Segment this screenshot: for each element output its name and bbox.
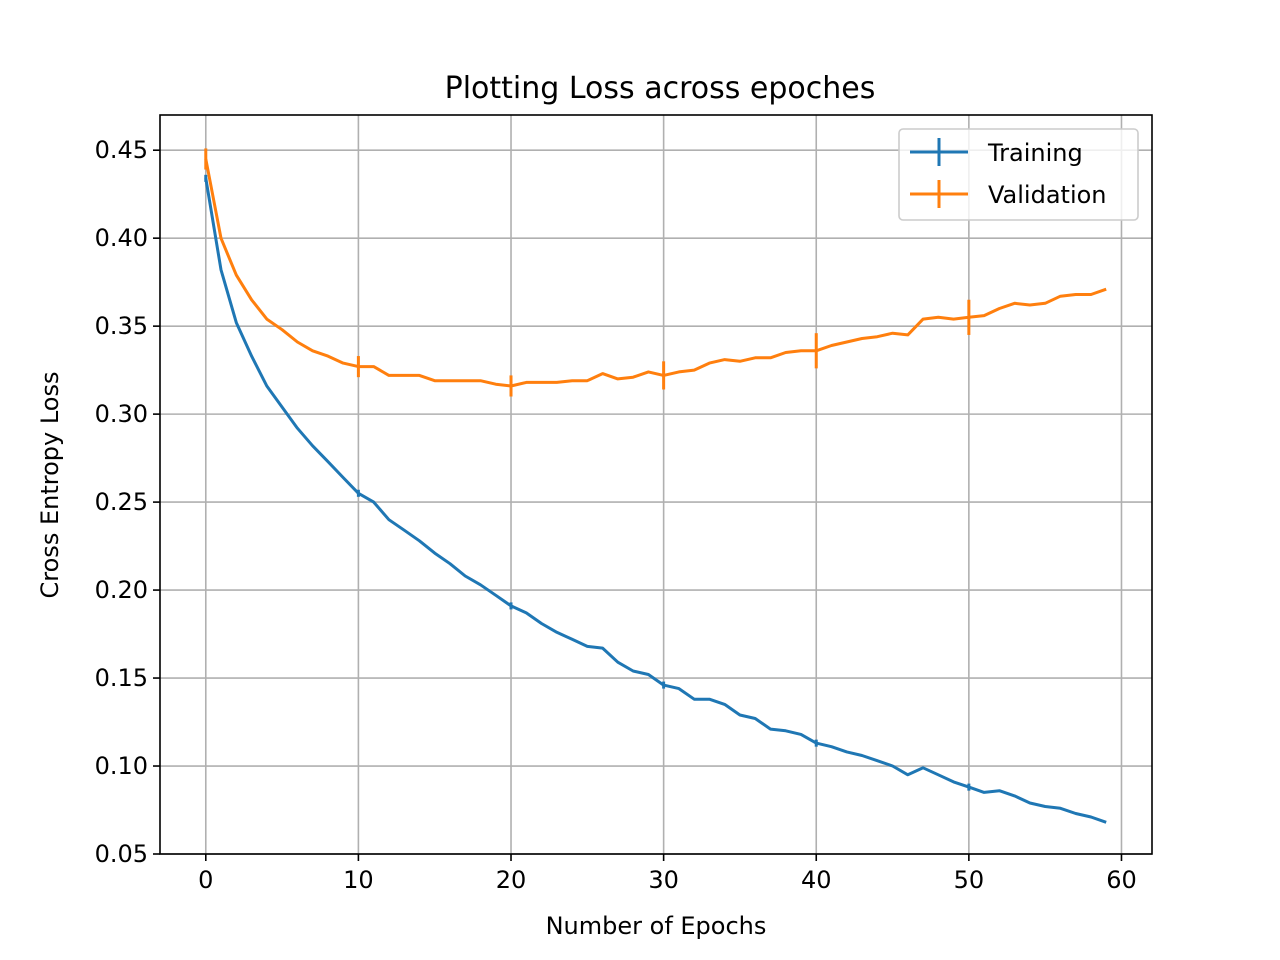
x-tick-label: 40	[801, 866, 832, 894]
series-layer	[204, 148, 1107, 824]
series-line-training	[204, 178, 1107, 824]
x-tick-label: 0	[198, 866, 213, 894]
legend: Training Validation	[898, 128, 1139, 221]
x-tick-label: 20	[496, 866, 527, 894]
y-tick-label: 0.15	[95, 664, 148, 692]
y-tick-label: 0.25	[95, 488, 148, 516]
y-tick-label: 0.05	[95, 840, 148, 868]
x-tick-label: 50	[954, 866, 985, 894]
y-tick-label: 0.20	[95, 576, 148, 604]
y-axis-label: Cross Entropy Loss	[36, 372, 64, 599]
legend-label-validation: Validation	[988, 181, 1107, 209]
legend-label-training: Training	[987, 139, 1083, 167]
y-tick-label: 0.45	[95, 136, 148, 164]
y-tick-label: 0.40	[95, 224, 148, 252]
plot-frame	[159, 114, 1153, 855]
x-axis-label: Number of Epochs	[546, 912, 767, 940]
series-line-validation	[204, 158, 1107, 388]
x-tick-label: 10	[343, 866, 374, 894]
axis-ticks: 0 10 20 30 40 50 60 0.05 0.10 0.15 0.20 0.25 0.30 0.3…	[95, 136, 1137, 894]
x-tick-label: 30	[648, 866, 679, 894]
chart-title: Plotting Loss across epoches	[445, 71, 876, 106]
y-tick-label: 0.10	[95, 752, 148, 780]
y-tick-label: 0.30	[95, 400, 148, 428]
x-tick-label: 60	[1106, 866, 1137, 894]
y-tick-label: 0.35	[95, 312, 148, 340]
